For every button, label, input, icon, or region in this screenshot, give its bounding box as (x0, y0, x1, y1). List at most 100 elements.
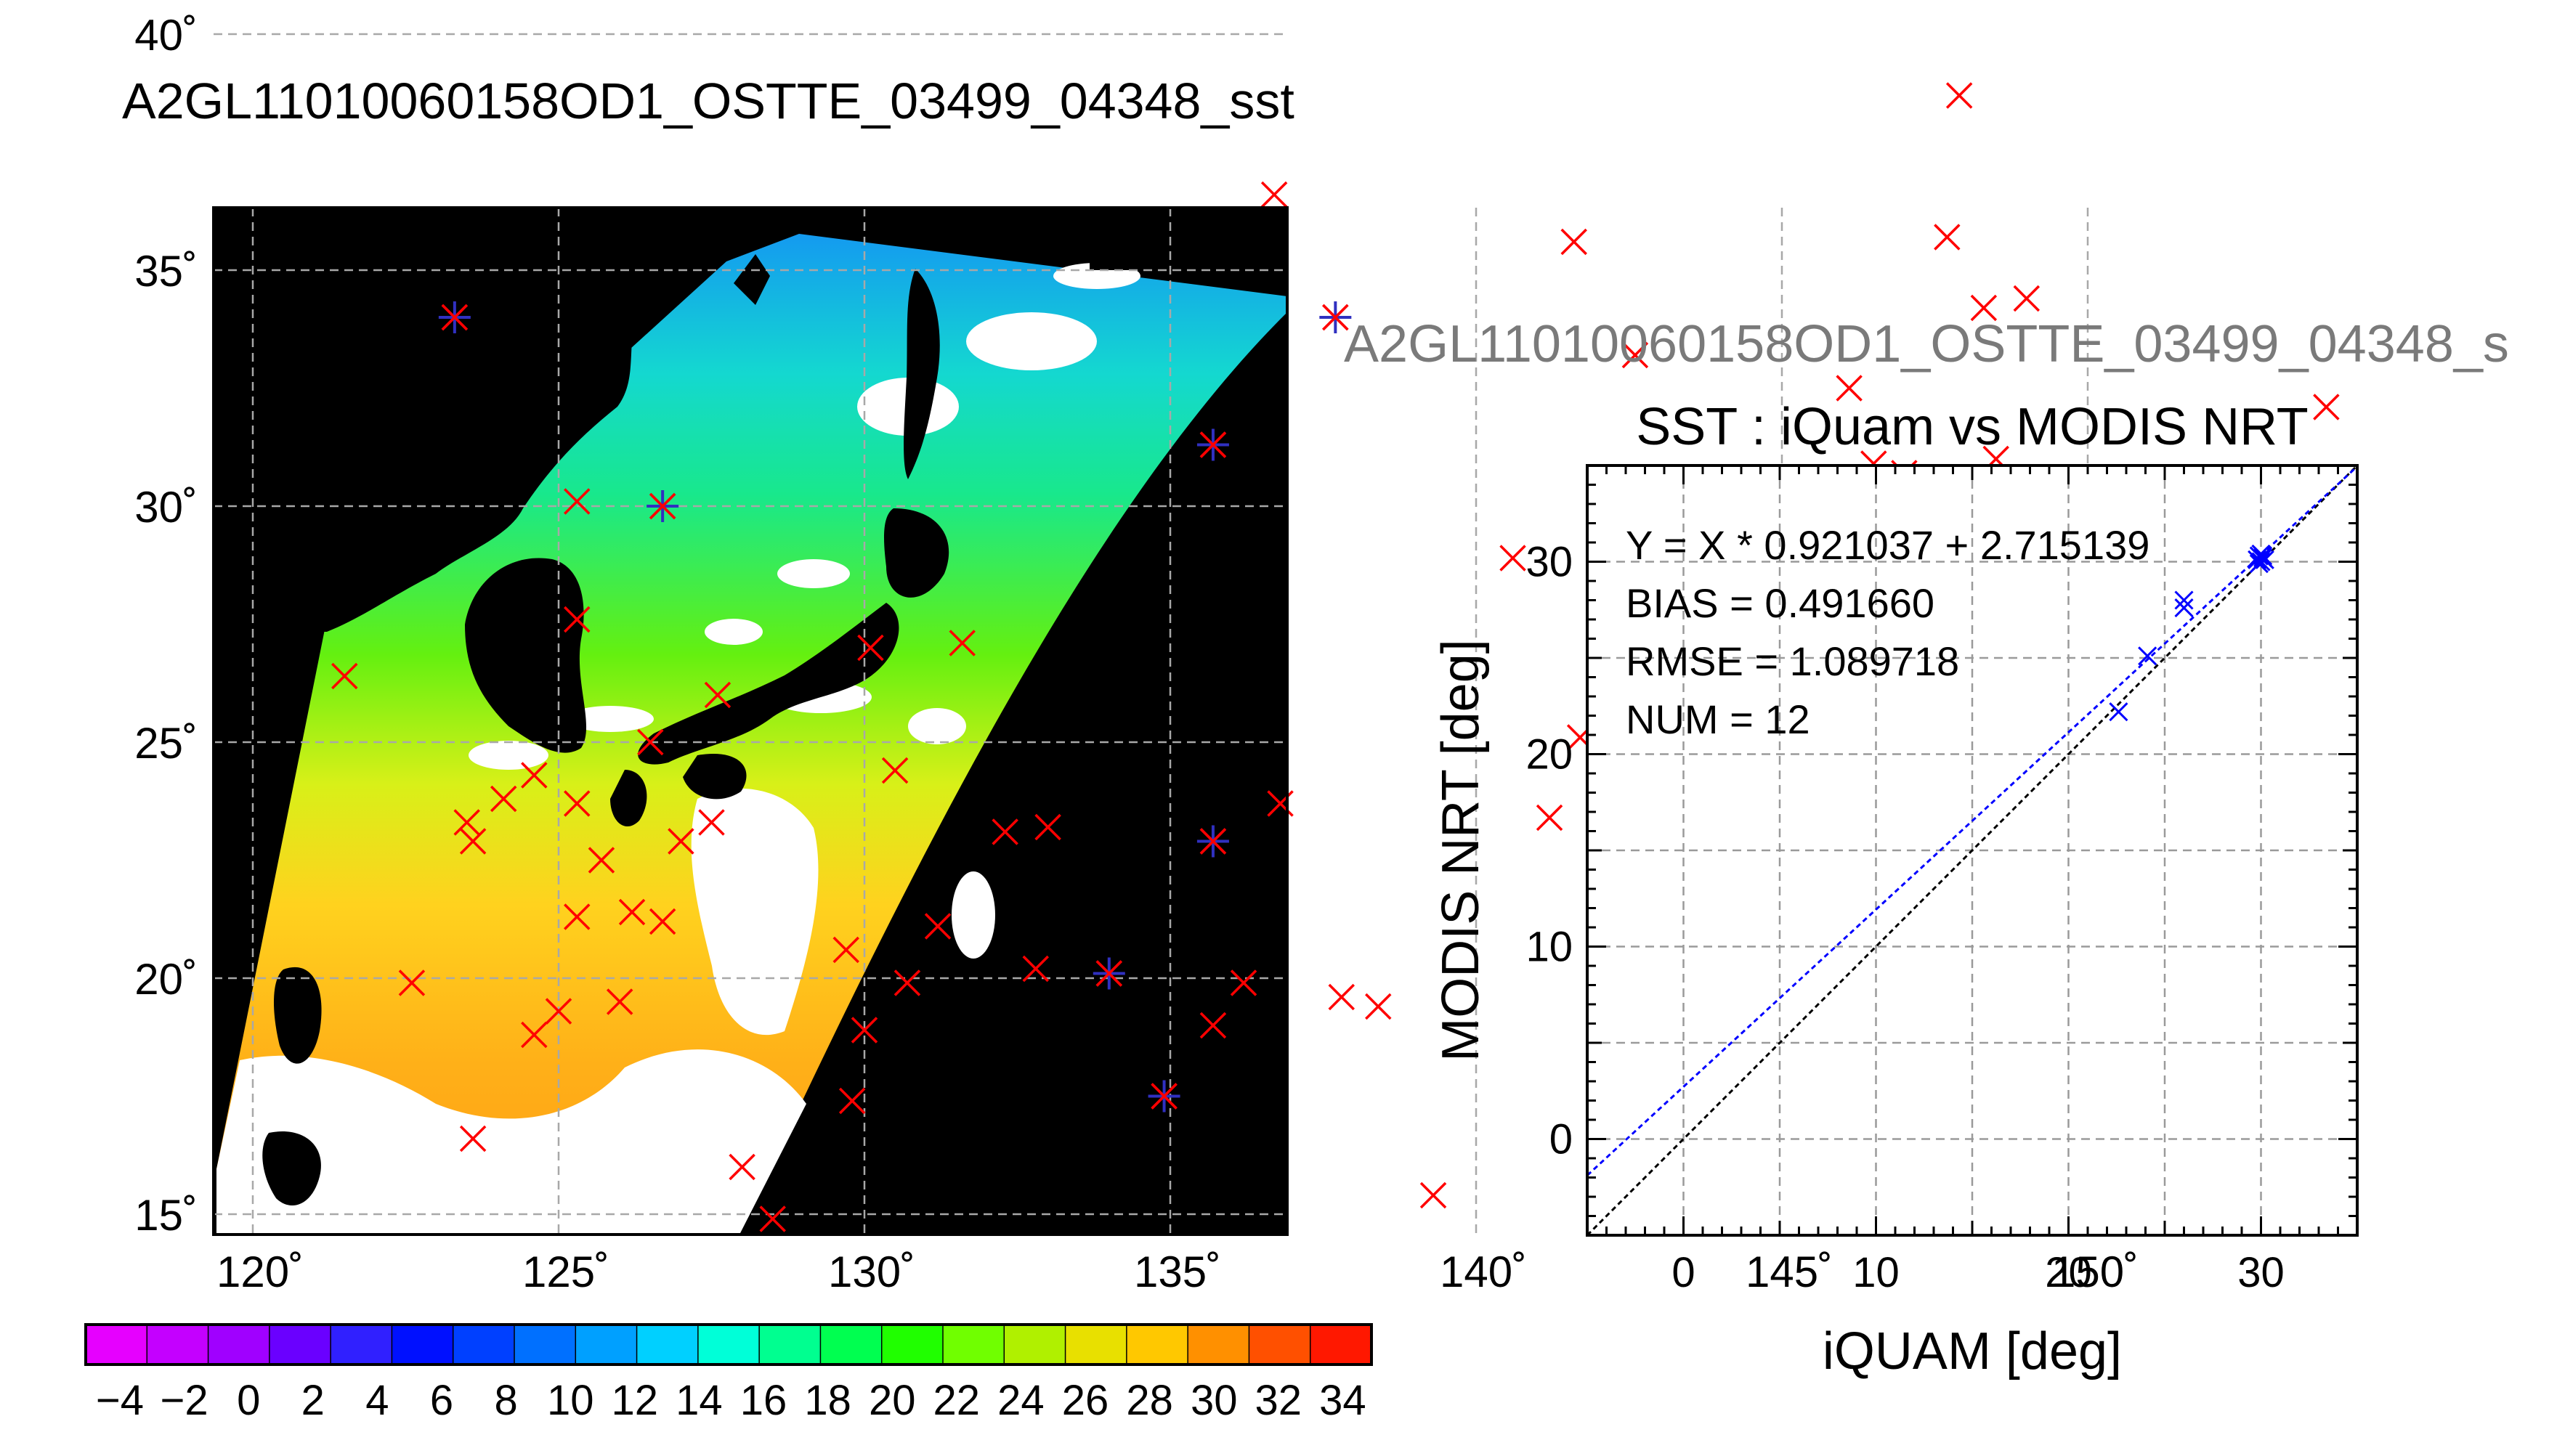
observation-marker (881, 757, 909, 784)
latitude-tick-label: 25˚ (134, 719, 198, 768)
scatter-chart: SST : iQuam vs MODIS NRT 0 10 20 300102030 … (1432, 398, 2359, 1380)
observation-marker (588, 847, 615, 874)
colorbar-tick-label: 22 (933, 1377, 981, 1424)
colorbar-tick-label: 32 (1255, 1377, 1302, 1424)
colorbar-tick-label: 0 (237, 1377, 260, 1424)
colorbar-tick-label: 28 (1126, 1377, 1173, 1424)
observation-marker (1419, 1182, 1447, 1209)
longitude-tick-label: 140˚ (1440, 1248, 1527, 1296)
stats-rmse: RMSE = 1.089718 (1626, 638, 1959, 684)
observation-marker (459, 1125, 487, 1152)
observation-marker (759, 1205, 786, 1232)
y-tick-label: 20 (1525, 731, 1573, 778)
colorbar-frame (84, 1323, 1373, 1366)
colorbar-cell (1003, 1324, 1066, 1365)
observation-marker (1836, 375, 1863, 402)
observation-marker (729, 1153, 755, 1181)
matched-marker (1148, 1080, 1180, 1113)
observation-marker (1365, 993, 1392, 1020)
scatter-tick-marks (1586, 464, 2359, 1237)
matched-marker (1319, 301, 1352, 333)
main-title: A2GL11010060158OD1_OSTTE_03499_04348_sst (122, 73, 1294, 129)
longitude-tick-label: 150˚ (2051, 1248, 2139, 1296)
colorbar-tick-label: 18 (804, 1377, 851, 1424)
observation-marker (1328, 983, 1355, 1011)
latitude-tick-label: 35˚ (134, 247, 198, 296)
observation-marker (668, 828, 694, 855)
latitude-tick-label: 15˚ (134, 1191, 198, 1240)
observation-marker (949, 630, 976, 656)
observation-marker (1022, 955, 1049, 983)
colorbar-cell (942, 1324, 1005, 1365)
colorbar-cell (636, 1324, 700, 1365)
colorbar-tick-labels: −4 −2 0 2 4 6 8 10 12 14 16 18 20 22 24 26 28 30 32 34 (96, 1377, 1366, 1424)
colorbar-tick-label: 24 (997, 1377, 1045, 1424)
x-tick-label: 20 (2045, 1249, 2092, 1296)
observation-marker (1230, 969, 1257, 996)
observation-marker (1934, 224, 1961, 251)
x-tick-label: 0 (1671, 1249, 1695, 1296)
regression-lines (1586, 464, 2359, 1237)
x-tick-label: 10 (1852, 1249, 1900, 1296)
observation-marker (857, 634, 884, 662)
stats-num: NUM = 12 (1626, 696, 1810, 742)
colorbar-cell (575, 1324, 638, 1365)
colorbar-tick-label: 12 (612, 1377, 659, 1424)
observation-marker (618, 898, 646, 926)
observation-marker (838, 1087, 866, 1115)
observation-marker (1536, 804, 1563, 831)
colorbar-cell (269, 1324, 332, 1365)
colorbar-cell (1064, 1324, 1128, 1365)
colorbar-tick-label: −2 (161, 1377, 208, 1424)
stats-box: Y = X * 0.921037 + 2.715139 BIAS = 0.491… (1626, 522, 2149, 742)
identity-line (1586, 464, 2359, 1237)
longitude-tick-label: 120˚ (216, 1248, 304, 1296)
colorbar-cell (819, 1324, 883, 1365)
observation-marker (992, 818, 1018, 845)
colorbar-tick-label: 14 (676, 1377, 723, 1424)
fit-line (1586, 465, 2359, 1176)
observation-marker (521, 762, 548, 789)
observation-marker (564, 606, 591, 633)
scatter-points (2109, 544, 2274, 722)
colorbar-cell (1248, 1324, 1311, 1365)
scatter-point (2174, 598, 2194, 618)
longitude-tick-label: 135˚ (1134, 1248, 1221, 1296)
scatter-point (2255, 550, 2274, 569)
scatter-point (2109, 702, 2128, 722)
right-panel-title: A2GL11010060158OD1_OSTTE_03499_04348_s (1344, 315, 2509, 373)
chart-title: SST : iQuam vs MODIS NRT (1636, 398, 2309, 456)
scatter-point (2174, 590, 2194, 610)
observation-marker (521, 1021, 548, 1049)
colorbar-cell (1187, 1324, 1250, 1365)
observation-marker (606, 988, 633, 1015)
colorbar-cell (880, 1324, 944, 1365)
colorbar-tick-label: 26 (1062, 1377, 1109, 1424)
observation-marker (1945, 82, 1973, 109)
observation-marker (2313, 394, 2340, 420)
observation-marker (698, 809, 725, 836)
y-tick-label: 30 (1525, 539, 1573, 586)
sst-map: 15˚20˚25˚30˚35˚40˚45˚50˚55˚ 120˚125˚130˚… (134, 11, 2346, 1296)
matched-marker (1093, 957, 1125, 990)
colorbar-cell (85, 1324, 148, 1365)
observation-marker (1260, 181, 1288, 208)
observation-marker (924, 913, 952, 940)
colorbar-cell (697, 1324, 761, 1365)
observation-marker (1034, 813, 1061, 841)
observation-marker (545, 998, 572, 1025)
colorbar-tick-label: 2 (301, 1377, 325, 1424)
colorbar-cell (452, 1324, 516, 1365)
scatter-grid (1587, 465, 2357, 1235)
observation-marker (851, 1017, 878, 1044)
x-axis-label: iQUAM [deg] (1823, 1322, 2122, 1380)
colorbar-tick-label: 6 (430, 1377, 453, 1424)
scatter-point (2253, 546, 2273, 566)
matched-marker (1196, 428, 1229, 461)
latitude-axis-labels: 15˚20˚25˚30˚35˚40˚45˚50˚55˚ (134, 11, 198, 1240)
stats-bias: BIAS = 0.491660 (1626, 580, 1934, 626)
observation-marker (1199, 1012, 1227, 1039)
observation-marker (564, 903, 591, 930)
